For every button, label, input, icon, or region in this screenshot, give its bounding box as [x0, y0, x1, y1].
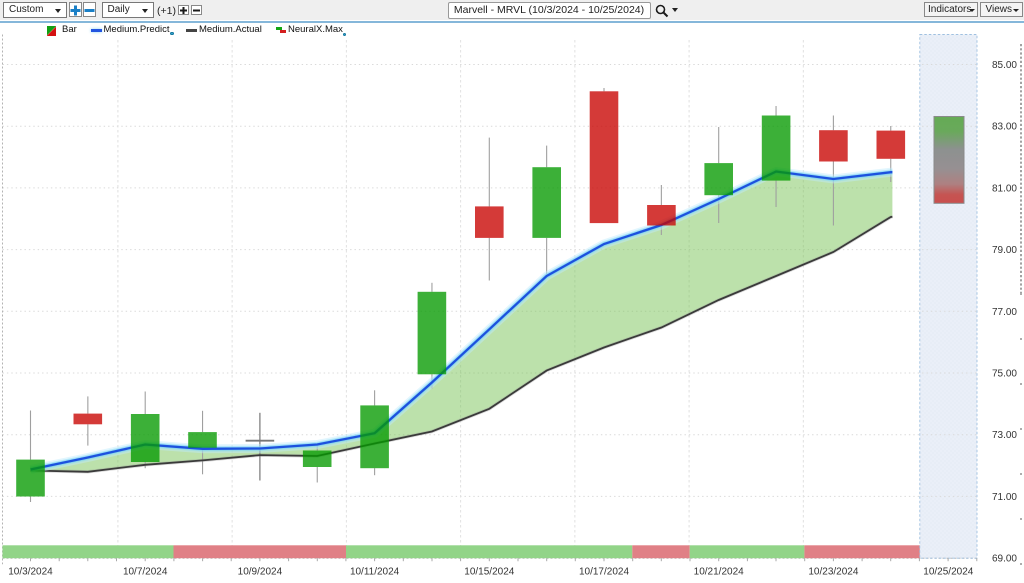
svg-text:79.00: 79.00 [992, 245, 1017, 256]
svg-text:75.00: 75.00 [992, 369, 1017, 380]
svg-text:83.00: 83.00 [992, 122, 1017, 133]
svg-text:81.00: 81.00 [992, 183, 1017, 194]
svg-text:10/17/2024: 10/17/2024 [579, 567, 629, 578]
svg-text:10/7/2024: 10/7/2024 [123, 567, 168, 578]
svg-text:10/9/2024: 10/9/2024 [238, 567, 283, 578]
svg-text:10/11/2024: 10/11/2024 [350, 567, 400, 578]
svg-text:69.00: 69.00 [992, 554, 1017, 565]
svg-text:85.00: 85.00 [992, 60, 1017, 71]
svg-text:10/21/2024: 10/21/2024 [694, 567, 744, 578]
svg-text:10/3/2024: 10/3/2024 [8, 567, 53, 578]
svg-text:77.00: 77.00 [992, 307, 1017, 318]
svg-text:10/25/2024: 10/25/2024 [923, 567, 973, 578]
svg-text:73.00: 73.00 [992, 430, 1017, 441]
svg-text:71.00: 71.00 [992, 492, 1017, 503]
svg-text:10/15/2024: 10/15/2024 [464, 567, 514, 578]
svg-text:10/23/2024: 10/23/2024 [808, 567, 858, 578]
